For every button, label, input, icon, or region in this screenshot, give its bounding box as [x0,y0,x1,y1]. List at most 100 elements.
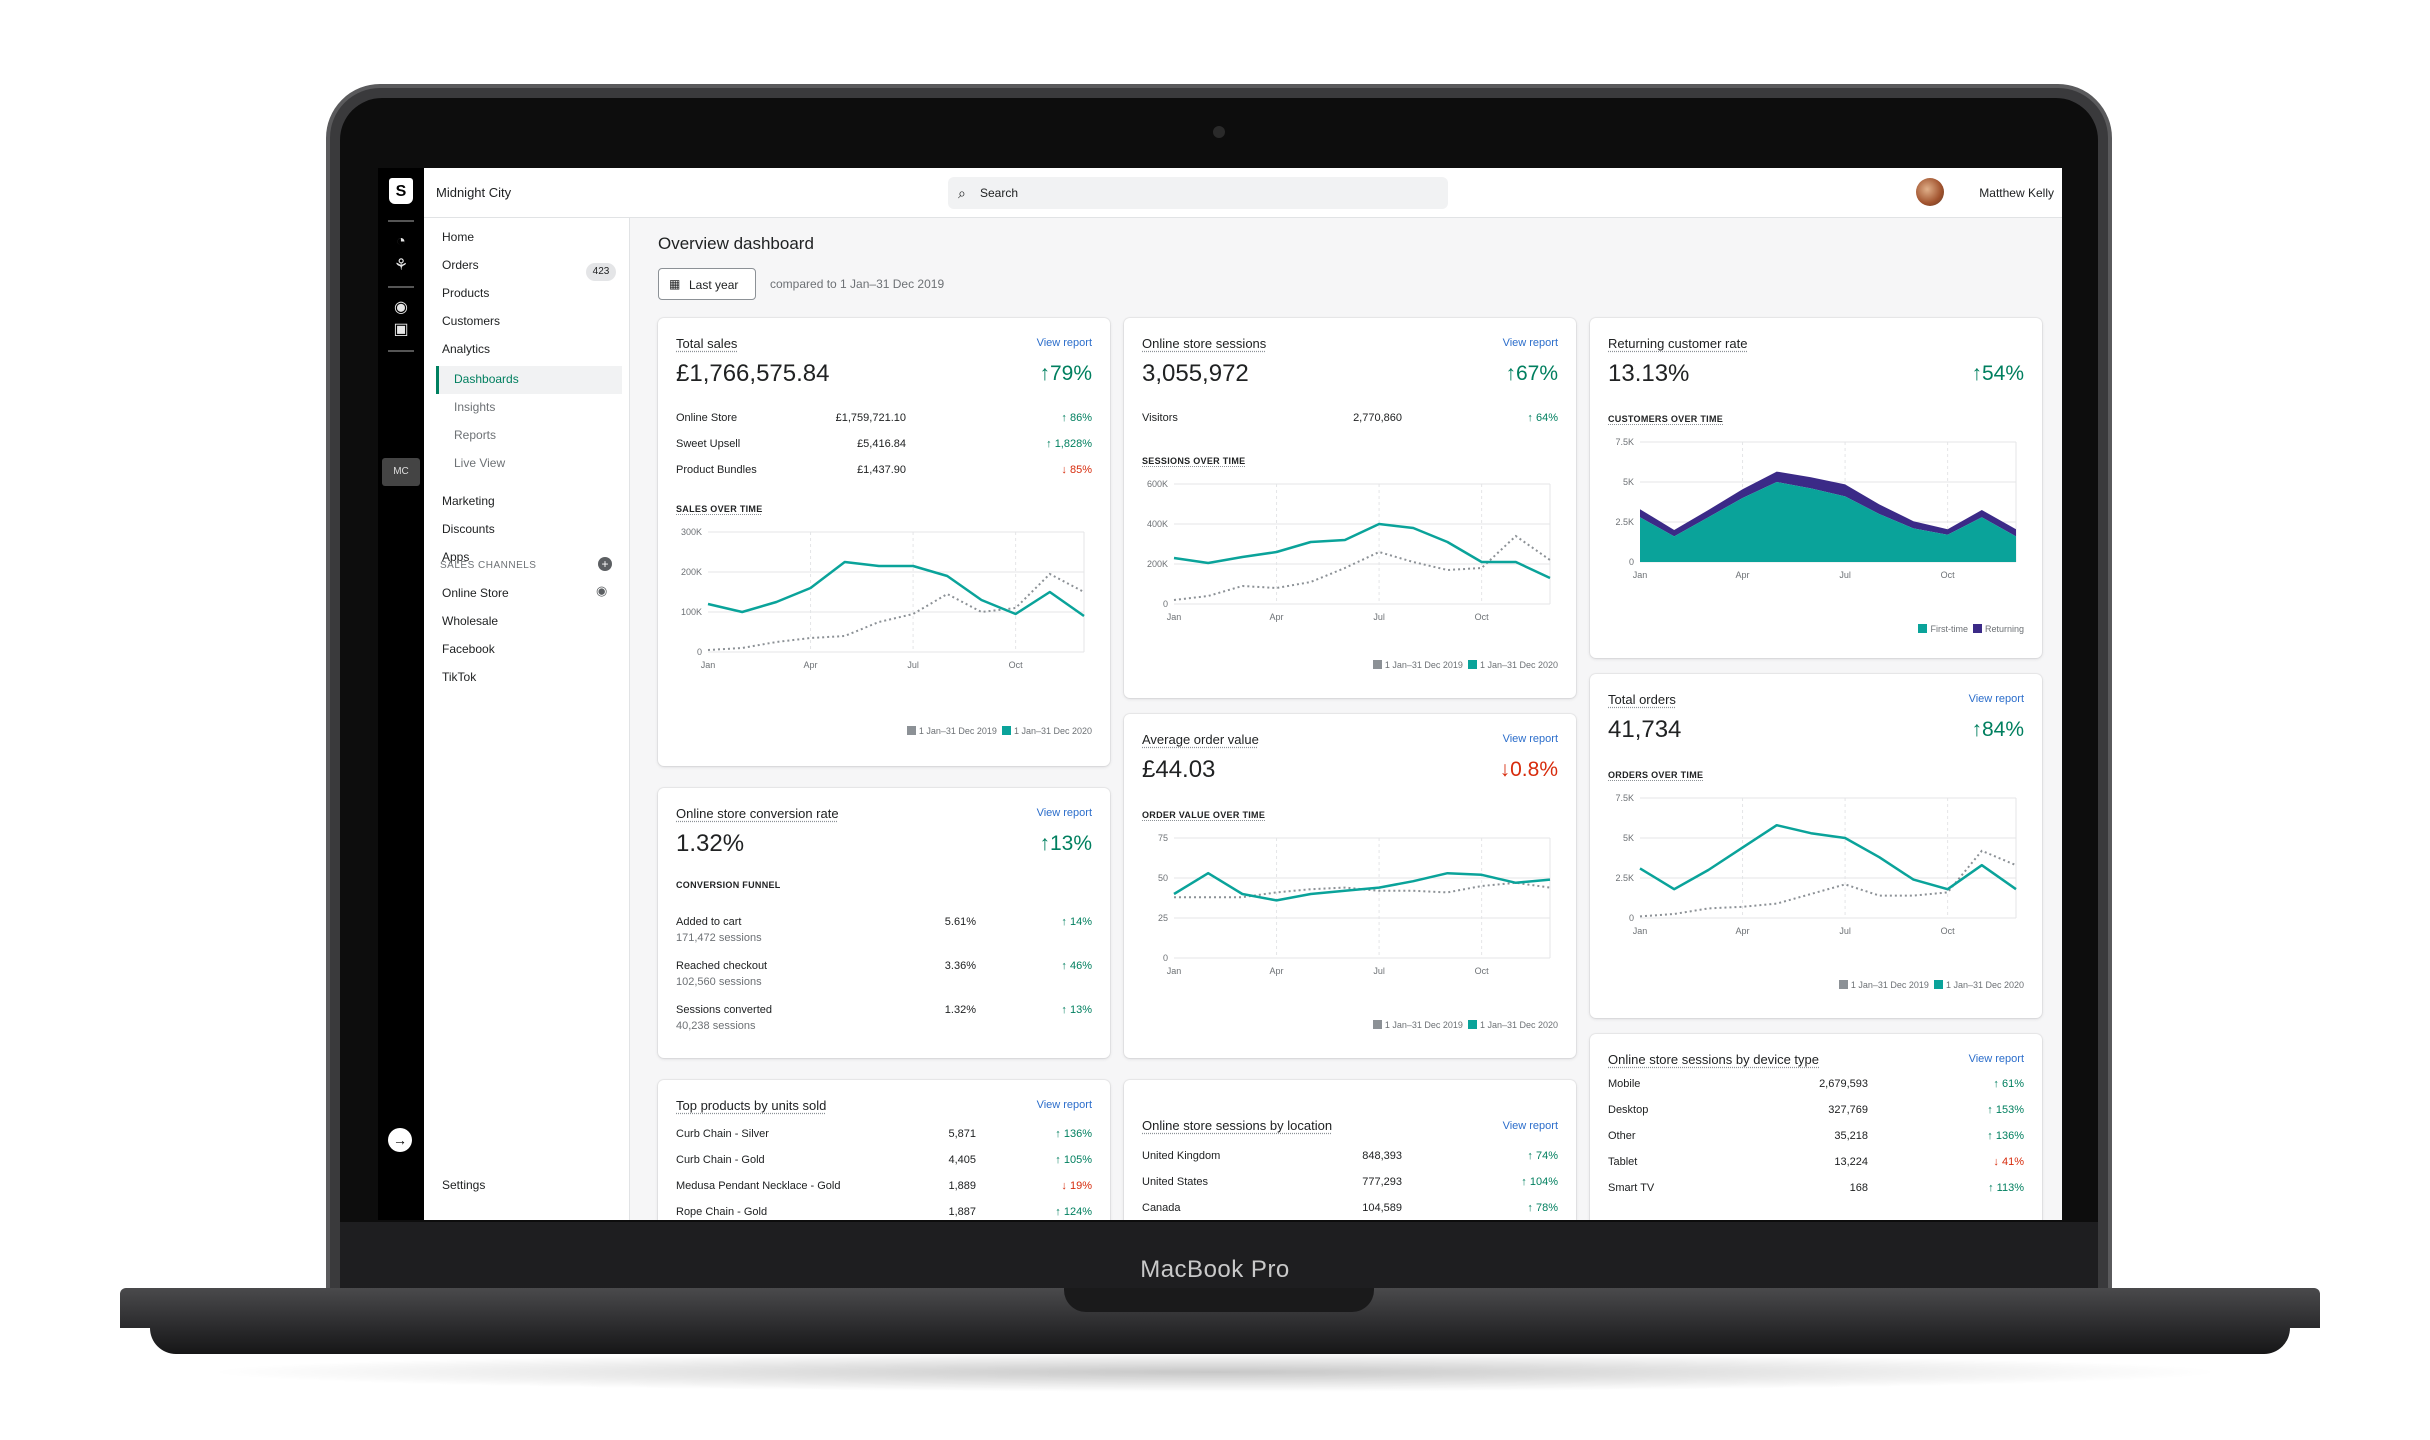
store-settings-icon[interactable]: ▣ [393,321,409,338]
x-tick-label: Oct [1475,966,1490,976]
previous-period-line [1173,534,1551,601]
page-title: Overview dashboard [658,234,814,253]
top-products-card: Top products by units sold View report C… [658,1080,1110,1220]
row-value: 2,770,860 [1353,412,1402,424]
main-content: Overview dashboard ▦ Last year compared … [630,218,2062,1220]
card-title: Total sales [676,336,738,351]
shopify-logo-icon[interactable]: S [389,178,413,204]
row-value: 777,293 [1362,1176,1402,1188]
legend-label-previous: 1 Jan–31 Dec 2019 [1384,660,1463,670]
sidebar-item-insights[interactable]: Insights [454,400,496,414]
view-report-link[interactable]: View report [1502,1120,1558,1132]
legend-label-current: 1 Jan–31 Dec 2020 [1945,980,2024,990]
row-change: ↑ 78% [1527,1202,1558,1214]
order-value-over-time-chart: 75 50 25 0 Jan Apr Jul Oct [1158,833,1551,976]
change-value: 124% [1063,1206,1092,1218]
sidebar-item-products[interactable]: Products [442,286,490,300]
chart-legend: 1 Jan–31 Dec 2019 1 Jan–31 Dec 2020 [1372,1020,1558,1030]
chart-title: CUSTOMERS OVER TIME [1608,414,1724,424]
date-range-button[interactable]: ▦ Last year [658,268,756,300]
row-change: ↓ 41% [1993,1156,2024,1168]
arrow-down-icon: ↓ [1993,1156,2002,1168]
sidebar-active-highlight [436,366,622,394]
x-tick-label: Jul [907,660,919,670]
sidebar-item-orders[interactable]: Orders [442,258,479,272]
sidebar-item-reports[interactable]: Reports [454,428,497,442]
nodes-icon[interactable]: ⚘ [393,257,409,274]
view-report-link[interactable]: View report [1036,1099,1092,1111]
row-value: 1.32% [944,1004,976,1016]
sidebar-item-analytics[interactable]: Analytics [442,342,491,356]
sidebar-item-online-store[interactable]: Online Store [442,586,509,600]
camera-dot [1213,126,1225,138]
eye-icon[interactable]: ◉ [596,583,608,598]
arrow-down-icon: ↓ [1061,1180,1070,1192]
sidebar-item-home[interactable]: Home [442,230,475,244]
change-value: 19% [1069,1180,1092,1192]
legend-swatch-current [1001,726,1011,735]
arrow-up-icon: ↑ [1971,362,1982,385]
card-title: Total orders [1608,692,1676,707]
store-name[interactable]: Midnight City [436,185,512,200]
view-report-link[interactable]: View report [1036,337,1092,349]
globe-settings-icon[interactable]: ◉ [394,299,408,316]
chart-title: ORDERS OVER TIME [1608,770,1704,780]
view-report-link[interactable]: View report [1036,807,1092,819]
table-row: Desktop 327,769 ↑ 153% [1608,1104,2024,1122]
total-sales-value: £1,766,575.84 [676,360,830,387]
total-sales-change: ↑79% [1039,362,1092,386]
sidebar-item-live-view[interactable]: Live View [454,456,506,470]
x-tick-label: Apr [804,660,818,670]
sidebar-item-tiktok[interactable]: TikTok [442,670,477,684]
add-channel-plus-icon[interactable]: + [598,557,612,571]
legend-swatch-current [1933,980,1943,989]
row-label: Rope Chain - Gold [676,1206,768,1218]
arrow-right-icon[interactable]: → [388,1128,412,1152]
card-title: Online store sessions by location [1142,1118,1333,1133]
dashboard-gauge-icon[interactable]: ◔ [396,233,406,250]
rail-divider [388,350,414,352]
arrow-up-icon: ↑ [1527,1202,1536,1214]
sidebar-item-marketing[interactable]: Marketing [442,494,495,508]
sidebar-item-settings[interactable]: Settings [442,1178,486,1192]
x-tick-label: Jul [1373,612,1385,622]
view-report-link[interactable]: View report [1968,1053,2024,1065]
y-tick-label: 0 [1163,953,1168,963]
arrow-up-icon: ↑ [1971,718,1982,741]
legend-label-first-time: First-time [1930,624,1968,634]
sidebar-item-dashboards[interactable]: Dashboards [454,372,519,386]
legend-swatch-returning [1972,624,1982,633]
current-period-line [1173,522,1551,580]
row-subtext: 102,560 sessions [676,976,762,988]
search-icon: ⌕ [958,185,966,201]
search-input[interactable]: ⌕ Search [948,177,1448,209]
table-row: Online Store £1,759,721.10 ↑ 86% [676,412,1092,430]
arrow-up-icon: ↑ [1061,916,1070,928]
sidebar-item-facebook[interactable]: Facebook [442,642,495,656]
legend-swatch-previous [1372,660,1382,669]
legend-label-returning: Returning [1984,624,2024,634]
sidebar-item-discounts[interactable]: Discounts [442,522,495,536]
row-value: 2,679,593 [1819,1078,1868,1090]
sidebar-item-apps[interactable]: Apps [442,550,470,564]
change-value: 113% [1996,1182,2024,1194]
sidebar-item-wholesale[interactable]: Wholesale [442,614,499,628]
y-tick-label: 7.5K [1615,437,1634,447]
row-label: Visitors [1142,412,1178,424]
y-tick-label: 5K [1623,477,1634,487]
sidebar-item-customers[interactable]: Customers [442,314,501,328]
conversion-rate-card: Online store conversion rate View report… [658,788,1110,1058]
view-report-link[interactable]: View report [1968,693,2024,705]
table-row: Canada 104,589 ↑ 78% [1142,1202,1558,1220]
table-row: Smart TV 168 ↑ 113% [1608,1182,2024,1200]
legend-swatch-current [1467,660,1477,669]
row-label: Curb Chain - Gold [676,1154,765,1166]
user-menu[interactable]: Matthew Kelly [1914,178,2054,208]
legend-label-current: 1 Jan–31 Dec 2020 [1013,726,1092,736]
view-report-link[interactable]: View report [1502,733,1558,745]
row-change: ↑ 153% [1987,1104,2024,1116]
arrow-up-icon: ↑ [1987,1130,1996,1142]
account-badge[interactable]: MC [382,458,420,486]
view-report-link[interactable]: View report [1502,337,1558,349]
